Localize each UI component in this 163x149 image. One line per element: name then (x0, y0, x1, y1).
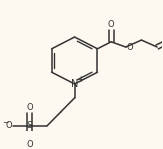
Text: O: O (5, 121, 12, 130)
Text: +: + (77, 75, 84, 84)
Text: O: O (26, 103, 33, 112)
Text: −: − (2, 118, 8, 127)
Text: O: O (127, 42, 133, 52)
Text: S: S (27, 121, 32, 130)
Text: O: O (26, 140, 33, 149)
Text: N: N (71, 79, 78, 89)
Text: O: O (108, 20, 114, 29)
